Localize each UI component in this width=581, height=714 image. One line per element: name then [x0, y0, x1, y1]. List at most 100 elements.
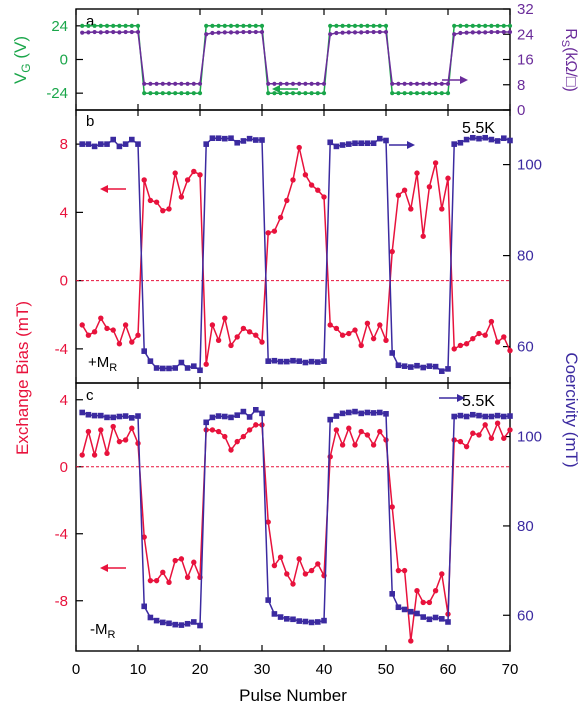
- data-point: [308, 182, 315, 188]
- data-point: [79, 409, 85, 416]
- data-point: [277, 614, 284, 620]
- data-point: [303, 81, 308, 86]
- series-line: [82, 137, 511, 373]
- data-point: [371, 23, 376, 28]
- data-point: [160, 81, 165, 86]
- data-point: [327, 416, 333, 423]
- data-point: [483, 30, 488, 35]
- data-point: [476, 330, 482, 337]
- data-point: [203, 361, 209, 367]
- data-point: [439, 206, 445, 212]
- data-point: [222, 315, 228, 321]
- data-point: [98, 23, 103, 28]
- data-point: [389, 350, 395, 356]
- data-point: [359, 30, 364, 35]
- data-point: [265, 358, 271, 364]
- x-tick-label: 60: [440, 661, 457, 678]
- data-point: [179, 81, 184, 86]
- data-point: [122, 437, 129, 443]
- data-point: [414, 91, 420, 96]
- data-point: [160, 619, 166, 626]
- data-point: [129, 415, 135, 421]
- data-point: [352, 442, 358, 448]
- data-point: [98, 141, 104, 147]
- data-point: [284, 81, 289, 86]
- data-point: [432, 363, 439, 370]
- data-point: [352, 30, 358, 35]
- data-point: [346, 23, 351, 28]
- data-point: [370, 140, 377, 147]
- data-point: [346, 30, 351, 35]
- data-point: [184, 574, 191, 580]
- panel-b-marks: 8 4 0 -4 100 80 60: [55, 110, 542, 383]
- data-point: [297, 91, 302, 96]
- data-point: [395, 192, 402, 199]
- left-tick-label: 0: [60, 459, 68, 476]
- data-point: [302, 571, 309, 577]
- data-point: [395, 362, 402, 369]
- data-point: [371, 29, 376, 35]
- right-tick-label: 100: [517, 429, 542, 446]
- data-point: [98, 315, 104, 321]
- data-point: [272, 81, 277, 86]
- data-point: [110, 136, 116, 143]
- data-point: [488, 136, 495, 143]
- data-point: [141, 177, 147, 183]
- data-point: [122, 141, 129, 147]
- left-tick-label: 4: [60, 204, 68, 221]
- data-point: [420, 364, 426, 371]
- data-point: [272, 91, 277, 96]
- data-point: [215, 135, 222, 142]
- data-point: [209, 322, 216, 328]
- data-point: [457, 412, 464, 419]
- data-point: [364, 320, 371, 326]
- right-tick-label: 24: [517, 26, 534, 43]
- data-point: [439, 571, 445, 577]
- data-point: [433, 81, 438, 86]
- left-tick-label: 4: [60, 392, 68, 409]
- data-point: [389, 591, 395, 597]
- data-point: [98, 427, 104, 433]
- data-point: [153, 617, 160, 624]
- data-point: [321, 617, 327, 624]
- data-point: [92, 29, 97, 35]
- data-point: [408, 608, 414, 615]
- data-point: [290, 357, 296, 364]
- data-point: [222, 135, 228, 142]
- data-point: [253, 137, 259, 143]
- data-point: [166, 365, 172, 372]
- data-point: [464, 23, 469, 28]
- data-point: [204, 32, 209, 37]
- data-point: [308, 619, 315, 626]
- data-point: [464, 30, 469, 35]
- data-point: [470, 30, 475, 35]
- coercivity-axis-title: Coercivity (mT): [562, 352, 581, 467]
- data-point: [370, 442, 377, 448]
- data-point: [296, 618, 302, 624]
- data-point: [401, 606, 408, 613]
- data-point: [185, 91, 190, 96]
- x-tick-label: 70: [502, 661, 519, 678]
- data-point: [457, 139, 464, 146]
- data-point: [259, 29, 265, 35]
- data-point: [215, 413, 222, 419]
- data-point: [166, 81, 172, 86]
- data-point: [259, 23, 265, 28]
- data-point: [259, 410, 265, 417]
- data-point: [178, 622, 185, 628]
- data-point: [383, 29, 389, 35]
- data-point: [408, 364, 414, 370]
- data-point: [123, 29, 128, 35]
- data-point: [153, 577, 160, 584]
- data-point: [234, 334, 240, 340]
- data-point: [259, 137, 265, 143]
- data-point: [402, 81, 407, 86]
- data-point: [470, 134, 476, 141]
- data-point: [265, 519, 271, 525]
- data-point: [401, 187, 408, 193]
- data-point: [184, 620, 191, 627]
- data-point: [160, 207, 166, 214]
- data-point: [172, 557, 178, 564]
- data-point: [240, 408, 247, 415]
- data-point: [433, 91, 438, 96]
